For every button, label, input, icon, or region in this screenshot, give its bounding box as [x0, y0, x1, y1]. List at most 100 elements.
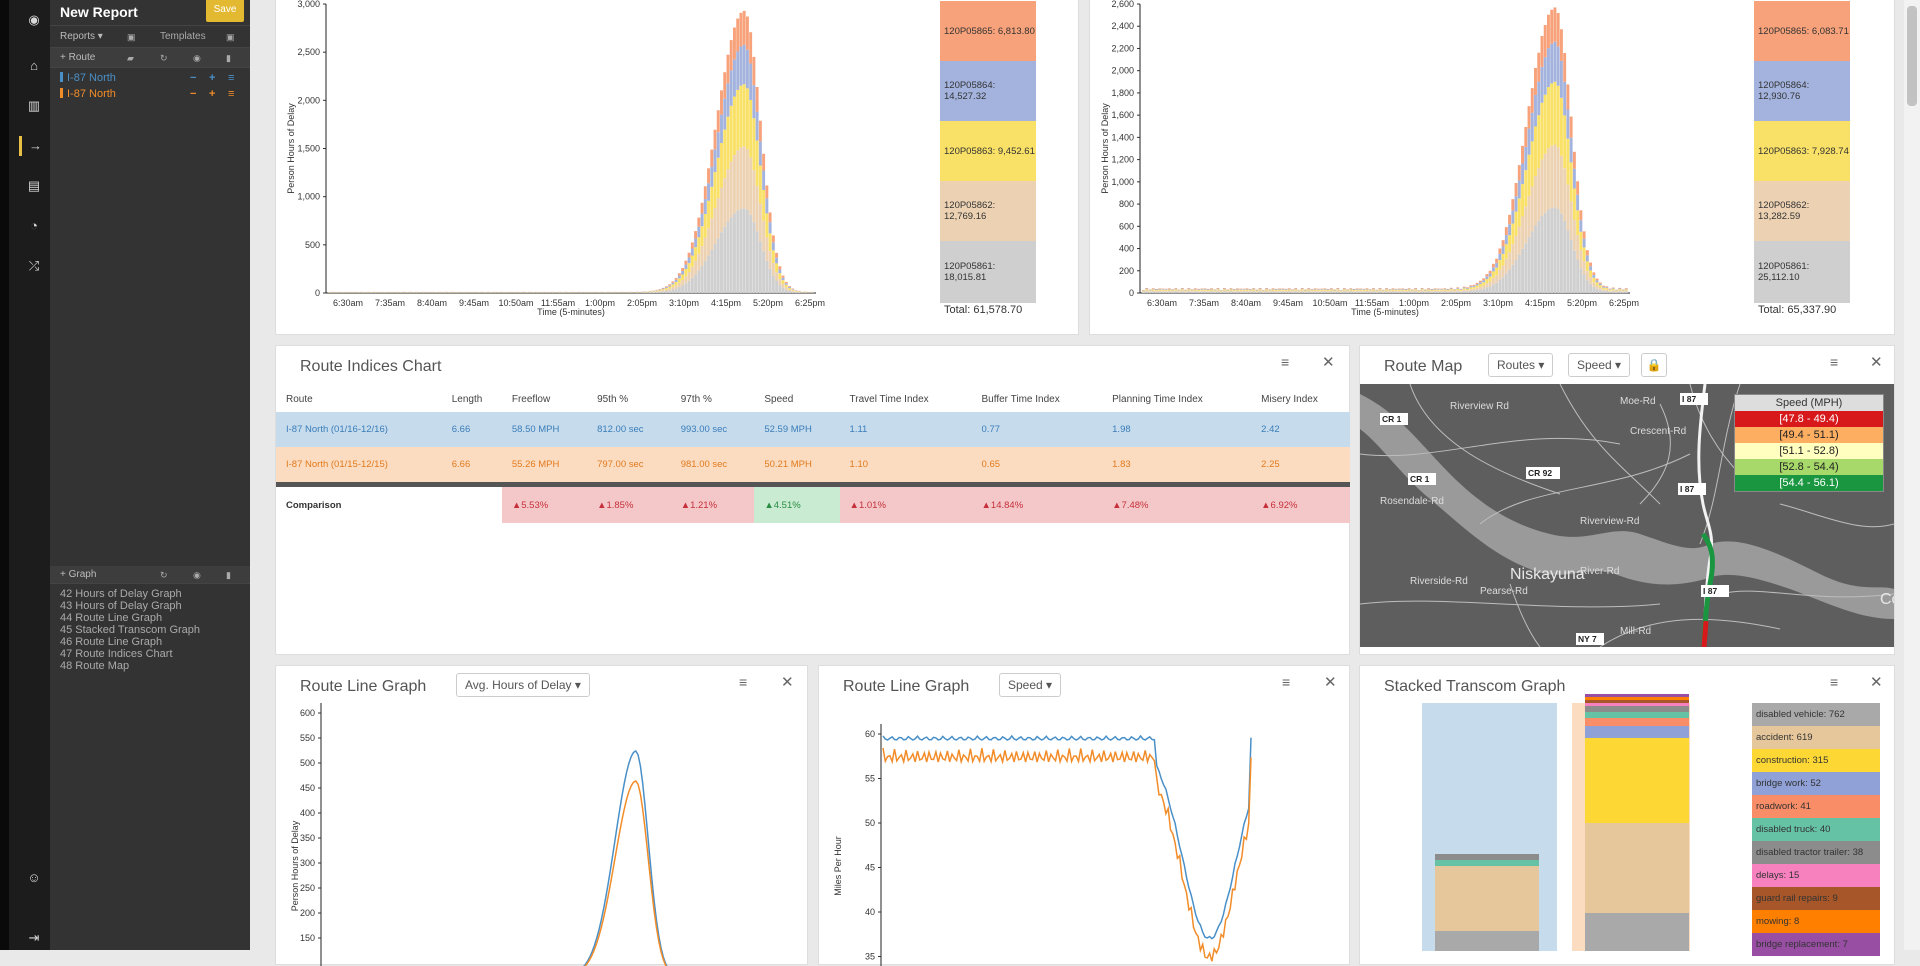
histogram-bar	[1553, 207, 1556, 293]
document-icon[interactable]: ▤	[19, 176, 49, 196]
histogram-bar	[1537, 82, 1540, 116]
logout-icon[interactable]: ⇥	[19, 928, 49, 948]
eye-icon[interactable]: ◉	[193, 48, 201, 68]
histogram-bar	[668, 290, 671, 293]
add-route-button[interactable]: + Route	[60, 52, 95, 63]
column-header[interactable]: Misery Index	[1251, 386, 1350, 412]
column-header[interactable]: Route	[276, 386, 442, 412]
trash-icon[interactable]: ▮	[226, 566, 231, 584]
histogram-bar	[1356, 289, 1359, 290]
histogram-bar	[788, 288, 791, 289]
save-button[interactable]: Save	[206, 0, 244, 22]
minus-icon[interactable]: −	[190, 86, 196, 102]
folder-icon[interactable]: ▰	[127, 48, 134, 68]
histogram-bar	[1414, 289, 1417, 290]
column-header[interactable]: 97th %	[671, 386, 755, 412]
shuffle-icon[interactable]: ⤮	[19, 256, 49, 276]
histogram-bar	[772, 242, 775, 250]
graph-list-item[interactable]: 46 Route Line Graph	[60, 636, 240, 648]
plus-icon[interactable]: +	[209, 86, 215, 102]
histogram-bar	[704, 237, 707, 260]
graph-list-item[interactable]: 47 Route Indices Chart	[60, 648, 240, 660]
column-header[interactable]: Speed	[754, 386, 839, 412]
graph-list-item[interactable]: 45 Stacked Transcom Graph	[60, 624, 240, 636]
histogram-bar	[1421, 289, 1424, 290]
add-graph-button[interactable]: + Graph	[60, 569, 96, 580]
histogram-bar	[778, 266, 781, 269]
histogram-bar	[1294, 292, 1297, 293]
stacked-segment	[1435, 860, 1539, 866]
histogram-bar	[1210, 289, 1213, 290]
menu-icon[interactable]: ≡	[1830, 674, 1838, 690]
histogram-bar	[681, 275, 684, 280]
save-file-icon[interactable]: ▣	[127, 26, 136, 48]
histogram-bar	[1456, 287, 1459, 288]
user-icon[interactable]: ☺	[19, 868, 49, 888]
lock-icon[interactable]: 🔒	[1641, 353, 1667, 377]
histogram-bar	[775, 281, 778, 293]
histogram-bar	[1294, 290, 1297, 291]
histogram-bar	[704, 186, 707, 199]
histogram-bar	[717, 132, 720, 158]
column-header[interactable]: Travel Time Index	[840, 386, 972, 412]
column-header[interactable]: Length	[442, 386, 502, 412]
column-header[interactable]: Freeflow	[502, 386, 587, 412]
list-icon[interactable]: ≡	[228, 86, 234, 102]
y-tick-label: 1,800	[1111, 88, 1134, 98]
histogram-bar	[1492, 271, 1495, 277]
eye-icon[interactable]: ◉	[193, 566, 201, 584]
reports-menu[interactable]: Reports ▾	[60, 31, 103, 42]
route-item[interactable]: I-87 North − + ≡	[50, 70, 250, 86]
histogram-bar	[1537, 115, 1540, 168]
route-icon[interactable]: →	[19, 136, 49, 156]
templates-menu[interactable]: Templates	[160, 26, 206, 48]
histogram-bar	[1340, 292, 1343, 293]
histogram-bar	[1589, 266, 1592, 270]
close-icon[interactable]: ✕	[1322, 353, 1335, 371]
column-header[interactable]: Buffer Time Index	[972, 386, 1103, 412]
graph-list-item[interactable]: 48 Route Map	[60, 660, 240, 672]
close-icon[interactable]: ✕	[1870, 673, 1883, 691]
histogram-bar	[1476, 284, 1479, 285]
scrollbar[interactable]	[1904, 0, 1920, 950]
histogram-bar	[1366, 289, 1369, 290]
graph-list-item[interactable]: 43 Hours of Delay Graph	[60, 600, 240, 612]
route-item[interactable]: I-87 North − + ≡	[50, 86, 250, 102]
minus-icon[interactable]: −	[190, 70, 196, 86]
histogram-bar	[1268, 292, 1271, 293]
histogram-bar	[1544, 25, 1547, 57]
chart-icon[interactable]: ▥	[19, 96, 49, 116]
graph-list-item[interactable]: 42 Hours of Delay Graph	[60, 588, 240, 600]
histogram-bar	[1492, 264, 1495, 268]
table-cell: I-87 North (01/16-12/16)	[276, 412, 442, 447]
close-icon[interactable]: ✕	[1870, 353, 1883, 371]
histogram-bar	[1385, 289, 1388, 290]
dashboard-icon[interactable]: ◔	[19, 216, 49, 236]
histogram-bar	[1589, 284, 1592, 293]
histogram-bar	[746, 17, 749, 50]
home-icon[interactable]: ⌂	[19, 56, 49, 76]
menu-icon[interactable]: ≡	[1830, 354, 1838, 370]
routes-dropdown[interactable]: Routes ▾	[1488, 353, 1553, 377]
column-header[interactable]: 95th %	[587, 386, 671, 412]
trash-icon[interactable]: ▮	[226, 48, 231, 68]
scrollbar-thumb[interactable]	[1907, 6, 1917, 106]
column-header[interactable]: Planning Time Index	[1102, 386, 1251, 412]
histogram-bar	[1605, 286, 1608, 287]
speed-dropdown[interactable]: Speed ▾	[1568, 353, 1630, 377]
refresh-icon[interactable]: ↻	[160, 566, 168, 584]
menu-icon[interactable]: ≡	[1281, 354, 1289, 370]
list-icon[interactable]: ≡	[228, 70, 234, 86]
histogram-bar	[1460, 291, 1463, 292]
template-save-icon[interactable]: ▣	[226, 26, 235, 48]
histogram-bar	[1424, 292, 1427, 293]
logo-icon[interactable]: ◉	[19, 10, 49, 30]
histogram-bar	[707, 201, 710, 228]
plus-icon[interactable]: +	[209, 70, 215, 86]
refresh-icon[interactable]: ↻	[160, 48, 168, 68]
histogram-bar	[1563, 115, 1566, 168]
graph-list-item[interactable]: 44 Route Line Graph	[60, 612, 240, 624]
